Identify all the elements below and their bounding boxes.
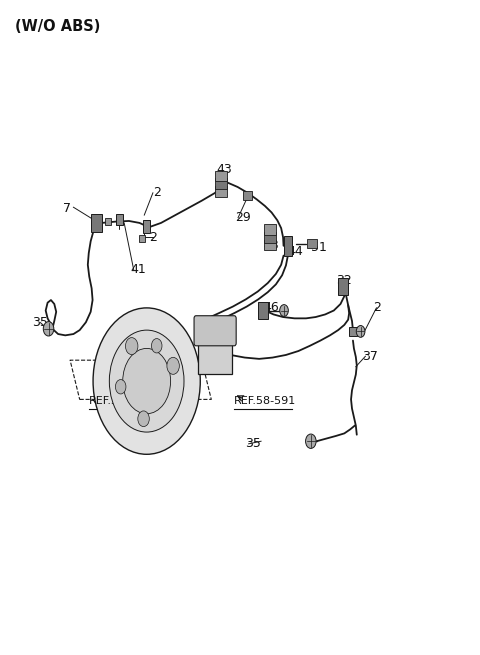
Text: REF.58-591: REF.58-591 [234,396,297,405]
Text: 43: 43 [216,163,232,176]
FancyBboxPatch shape [243,191,252,200]
Text: 2: 2 [149,231,157,244]
FancyBboxPatch shape [143,220,151,233]
Circle shape [280,305,288,316]
Circle shape [115,380,126,394]
FancyBboxPatch shape [91,214,102,232]
Circle shape [167,358,180,374]
FancyBboxPatch shape [105,218,111,225]
FancyBboxPatch shape [215,186,227,196]
FancyBboxPatch shape [116,214,123,225]
FancyBboxPatch shape [215,178,227,189]
Circle shape [138,411,149,426]
Text: REF.58-585: REF.58-585 [89,396,152,405]
Circle shape [125,337,138,354]
Text: 29: 29 [235,211,251,224]
Text: 7: 7 [63,202,71,215]
Text: 2: 2 [373,301,381,314]
FancyBboxPatch shape [307,239,317,248]
FancyBboxPatch shape [264,232,276,242]
Text: 43: 43 [263,238,279,252]
Circle shape [123,348,170,414]
Text: 32: 32 [336,274,351,287]
FancyBboxPatch shape [284,236,292,255]
Text: 41: 41 [130,263,145,276]
Circle shape [356,326,365,337]
Text: 46: 46 [263,301,279,314]
FancyBboxPatch shape [215,171,227,181]
FancyBboxPatch shape [264,240,276,250]
Circle shape [152,339,162,353]
Text: 35: 35 [32,316,48,329]
Text: (W/O ABS): (W/O ABS) [15,19,100,34]
FancyBboxPatch shape [198,336,232,374]
FancyBboxPatch shape [348,327,357,336]
Circle shape [93,308,200,455]
FancyBboxPatch shape [264,224,276,234]
FancyBboxPatch shape [194,316,236,346]
Circle shape [109,330,184,432]
Circle shape [306,434,316,449]
FancyBboxPatch shape [258,302,268,319]
Circle shape [43,322,54,336]
Text: 35: 35 [245,438,261,451]
FancyBboxPatch shape [338,278,348,295]
Text: 2: 2 [153,187,161,199]
Text: 44: 44 [288,245,304,258]
FancyBboxPatch shape [139,235,145,242]
Text: 37: 37 [362,350,378,363]
Text: 51: 51 [311,241,327,254]
